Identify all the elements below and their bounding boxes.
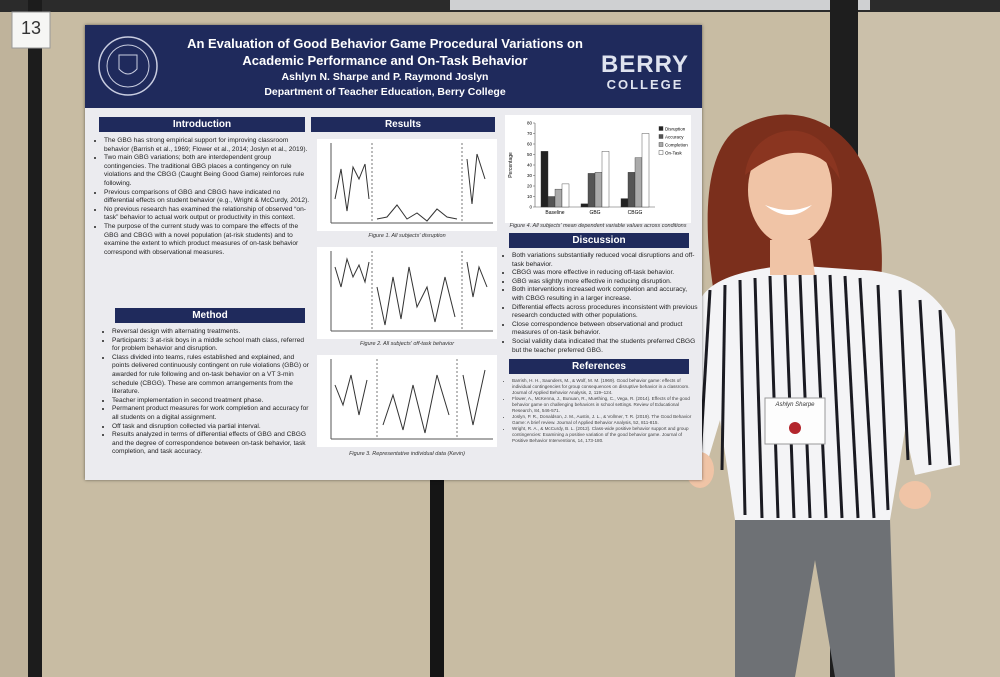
figure-caption: Figure 3. Representative individual data… [349, 451, 465, 457]
bullet-list: The GBG has strong empirical support for… [97, 137, 312, 257]
poster: An Evaluation of Good Behavior Game Proc… [85, 25, 702, 480]
legend-label: Accuracy [665, 135, 684, 140]
name-tag: Ashlyn Sharpe [775, 402, 815, 408]
bar [641, 133, 650, 208]
affiliation: Department of Teacher Education, Berry C… [264, 86, 506, 98]
bullet: The GBG has strong empirical support for… [104, 137, 312, 154]
bullet: No previous research has examined the re… [104, 206, 312, 223]
bullet: GBG was slightly more effective in reduc… [512, 278, 698, 287]
y-tick-label: 80 [527, 121, 533, 126]
y-tick-label: 50 [527, 152, 533, 157]
x-tick-label: Baseline [545, 210, 564, 216]
bullet: Differential effects across procedures i… [512, 304, 698, 321]
section-heading: Introduction [99, 117, 305, 132]
bullet: Social validity data indicated that the … [512, 338, 698, 355]
legend-swatch [658, 126, 664, 131]
y-axis-label: Percentage [508, 152, 514, 178]
bar [634, 157, 643, 208]
bullet: Two main GBG variations; both are interd… [104, 154, 312, 188]
legend-label: On-Task [665, 151, 683, 156]
section-heading: References [509, 359, 689, 374]
logo-word: BERRY [600, 51, 690, 78]
legend-swatch [658, 142, 664, 147]
bullet: Joslyn, P. R., Donaldson, J. M., Austin,… [512, 414, 698, 426]
bullet: Class divided into teams, rules establis… [112, 354, 312, 397]
bullet: Previous comparisons of GBG and CBGG hav… [104, 189, 312, 206]
bullet: Permanent product measures for work comp… [112, 405, 312, 422]
reference-list: Barrish, H. H., Saunders, M., & Wolf, M.… [505, 378, 698, 444]
y-tick-label: 60 [527, 142, 533, 147]
bar [601, 151, 610, 208]
x-tick-label: CBGG [628, 210, 643, 216]
bullet: Off task and disruption collected via pa… [112, 423, 312, 432]
y-tick-label: 30 [527, 173, 533, 178]
figure-3 [317, 355, 497, 447]
bar [580, 203, 589, 208]
section-heading: Discussion [509, 233, 689, 248]
y-tick-label: 0 [529, 205, 532, 210]
y-tick-label: 20 [527, 184, 533, 189]
bar [561, 183, 570, 208]
bullet: Teacher implementation in second treatme… [112, 397, 312, 406]
bar [594, 172, 603, 208]
figure-caption: Figure 4. All subjects' mean dependent v… [509, 223, 687, 229]
poster-title: An Evaluation of Good Behavior Game Proc… [187, 36, 583, 68]
y-tick-label: 10 [527, 194, 533, 199]
poster-header: An Evaluation of Good Behavior Game Proc… [85, 25, 702, 108]
legend-label: Disruption [665, 127, 686, 132]
figure-4: Percentage 0 10 20 30 40 50 60 70 80 Baseline GBG CB… [505, 115, 691, 223]
figure-caption: Figure 2. All subjects' off-task behavio… [359, 341, 455, 347]
bar [587, 173, 596, 208]
bullet: Reversal design with alternating treatme… [112, 328, 312, 337]
bullet: Results analyzed in terms of differentia… [112, 431, 312, 457]
bullet: Participants: 3 at-risk boys in a middle… [112, 337, 312, 354]
figure-1 [317, 139, 497, 231]
bullet: Both variations substantially reduced vo… [512, 252, 698, 269]
bullet-list: Reversal design with alternating treatme… [105, 328, 312, 457]
bar [540, 151, 549, 208]
bar [627, 172, 636, 208]
bar [554, 188, 563, 208]
bullet: Barrish, H. H., Saunders, M., & Wolf, M.… [512, 378, 698, 396]
bar [620, 198, 629, 208]
legend-swatch [658, 134, 664, 139]
bullet: Flower, A., McKenna, J., Bunuan, R., Mue… [512, 396, 698, 414]
figure-caption: Figure 1. All subjects' disruption [368, 233, 446, 239]
card-number: 13 [20, 18, 42, 38]
bullet: Wright, R. A., & McCurdy, B. L. (2012). … [512, 426, 698, 444]
seal [98, 36, 158, 96]
bullet: Close correspondence between observation… [512, 321, 698, 338]
authors: Ashlyn N. Sharpe and P. Raymond Joslyn [281, 71, 489, 83]
y-tick-label: 40 [527, 163, 533, 168]
section-heading: Results [311, 117, 495, 132]
bullet: The purpose of the current study was to … [104, 223, 312, 257]
bar [547, 196, 556, 208]
legend-label: Completion [665, 143, 688, 148]
bullet: CBGG was more effective in reducing off-… [512, 269, 698, 278]
y-tick-label: 70 [527, 131, 533, 136]
logo-word: COLLEGE [606, 77, 684, 92]
bullet-list: Both variations substantially reduced vo… [505, 252, 698, 355]
x-tick-label: GBG [589, 210, 600, 216]
legend-swatch [658, 150, 664, 155]
figure-2 [317, 247, 497, 339]
section-heading: Method [115, 308, 305, 323]
bullet: Both interventions increased work comple… [512, 286, 698, 303]
